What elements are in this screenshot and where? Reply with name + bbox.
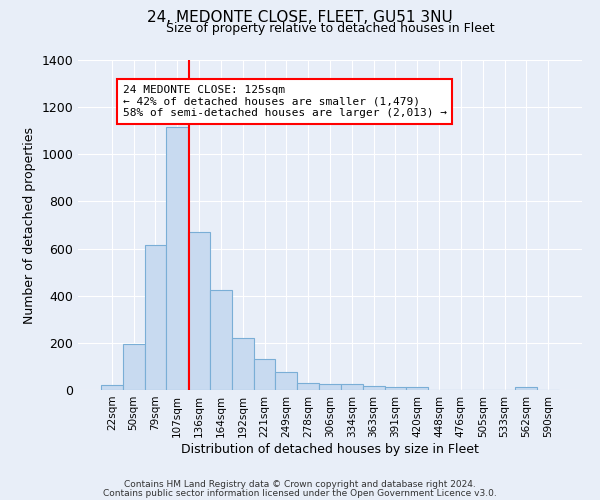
Bar bbox=[275, 372, 297, 390]
Bar bbox=[166, 127, 188, 390]
Bar bbox=[254, 360, 275, 390]
Title: Size of property relative to detached houses in Fleet: Size of property relative to detached ho… bbox=[166, 22, 494, 35]
Bar bbox=[232, 338, 254, 390]
Text: Contains HM Land Registry data © Crown copyright and database right 2024.: Contains HM Land Registry data © Crown c… bbox=[124, 480, 476, 489]
Y-axis label: Number of detached properties: Number of detached properties bbox=[23, 126, 36, 324]
Bar bbox=[341, 384, 363, 390]
Text: 24, MEDONTE CLOSE, FLEET, GU51 3NU: 24, MEDONTE CLOSE, FLEET, GU51 3NU bbox=[147, 10, 453, 25]
Bar bbox=[297, 383, 319, 390]
Bar bbox=[385, 387, 406, 390]
Bar bbox=[210, 290, 232, 390]
Bar bbox=[188, 232, 210, 390]
Bar bbox=[319, 384, 341, 390]
Bar bbox=[406, 387, 428, 390]
X-axis label: Distribution of detached houses by size in Fleet: Distribution of detached houses by size … bbox=[181, 442, 479, 456]
Bar bbox=[145, 245, 166, 390]
Bar bbox=[101, 386, 123, 390]
Bar bbox=[123, 344, 145, 390]
Bar bbox=[363, 386, 385, 390]
Text: Contains public sector information licensed under the Open Government Licence v3: Contains public sector information licen… bbox=[103, 488, 497, 498]
Text: 24 MEDONTE CLOSE: 125sqm
← 42% of detached houses are smaller (1,479)
58% of sem: 24 MEDONTE CLOSE: 125sqm ← 42% of detach… bbox=[123, 84, 447, 118]
Bar bbox=[515, 387, 537, 390]
